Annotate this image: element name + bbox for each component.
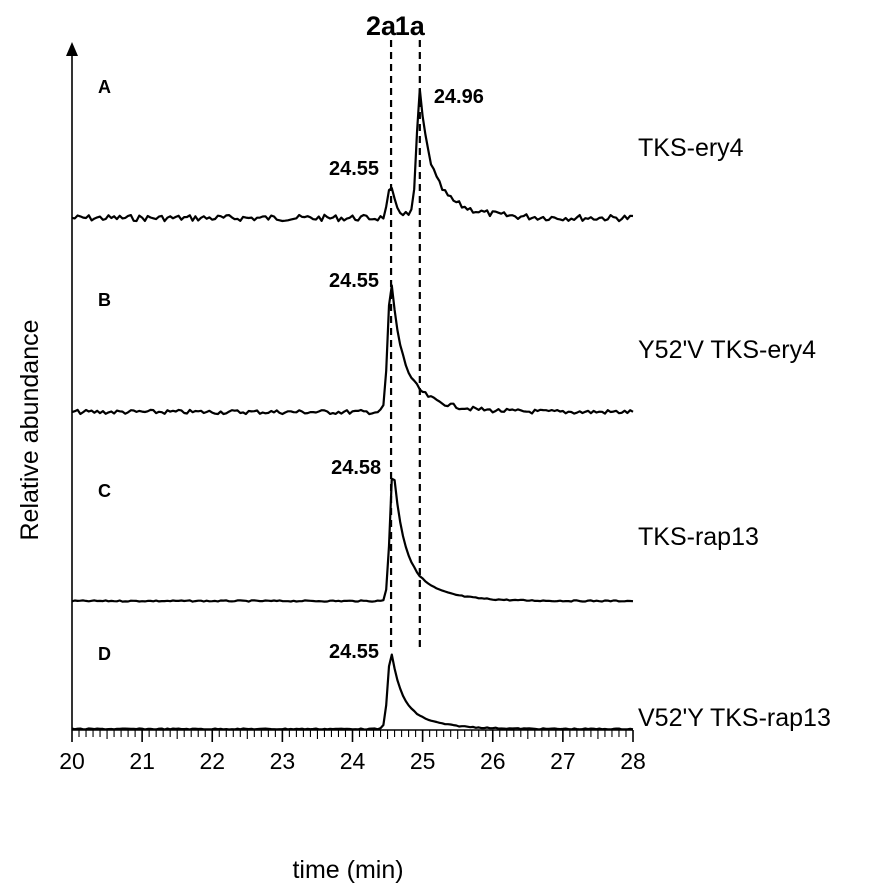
axes bbox=[66, 42, 633, 731]
peak-label: 24.55 bbox=[329, 641, 379, 663]
trace-name-label: V52'Y TKS-rap13 bbox=[638, 704, 831, 732]
panel-text: A TKS-ery4 24.55 24.96 B Y52'V TKS-ery4 24.55 C… bbox=[98, 77, 831, 732]
x-tick-label: 23 bbox=[270, 748, 296, 774]
peak-label: 24.55 bbox=[329, 270, 379, 292]
trace-line bbox=[71, 88, 634, 223]
panel-letter: C bbox=[98, 481, 111, 501]
trace-line bbox=[71, 284, 634, 416]
y-axis-arrow bbox=[66, 42, 78, 56]
retention-marker-label: 2a bbox=[366, 11, 397, 41]
x-tick-labels: 20 21 22 23 24 25 26 27 28 bbox=[59, 748, 646, 774]
panel-letter: D bbox=[98, 644, 111, 664]
trace-name-label: TKS-rap13 bbox=[638, 523, 759, 551]
y-axis-label: Relative abundance bbox=[16, 320, 44, 541]
peak-label: 24.96 bbox=[434, 86, 484, 108]
peak-label: 24.58 bbox=[331, 457, 381, 479]
x-tick-label: 28 bbox=[620, 748, 646, 774]
x-axis-label: time (min) bbox=[292, 856, 403, 884]
panel-letter: B bbox=[98, 290, 111, 310]
trace-line bbox=[71, 477, 634, 603]
x-tick-label: 21 bbox=[129, 748, 155, 774]
peak-label: 24.55 bbox=[329, 158, 379, 180]
trace-line bbox=[71, 653, 634, 731]
x-ticks bbox=[71, 730, 634, 742]
x-tick-label: 24 bbox=[340, 748, 366, 774]
x-tick-label: 20 bbox=[59, 748, 85, 774]
panel-letter: A bbox=[98, 77, 111, 97]
x-tick-label: 26 bbox=[480, 748, 506, 774]
traces bbox=[71, 88, 634, 731]
x-tick-label: 25 bbox=[410, 748, 436, 774]
trace-name-label: TKS-ery4 bbox=[638, 134, 744, 162]
x-tick-label: 22 bbox=[199, 748, 225, 774]
x-tick-label: 27 bbox=[550, 748, 576, 774]
trace-name-label: Y52'V TKS-ery4 bbox=[638, 336, 816, 364]
retention-marker-label: 1a bbox=[395, 11, 426, 41]
